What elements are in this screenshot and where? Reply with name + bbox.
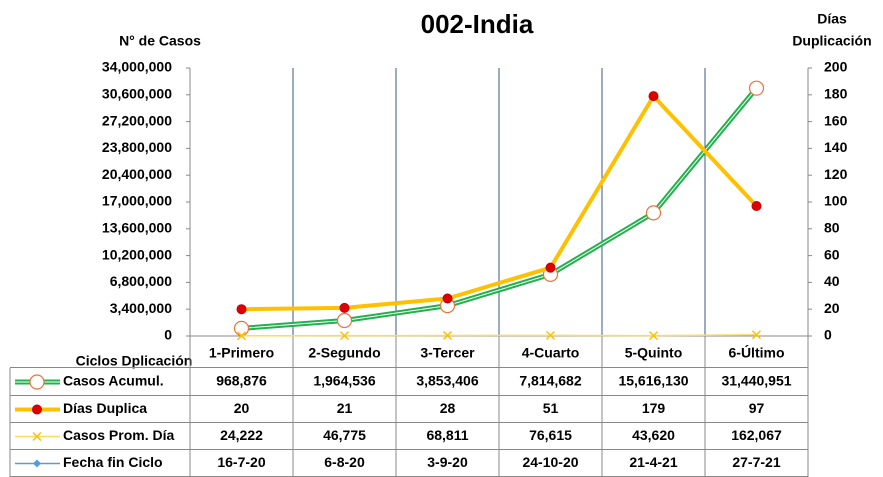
x-tick-label: 2-Segundo [308,345,380,361]
series-marker [236,331,247,341]
table-cell: 24,222 [220,427,263,443]
x-tick-label: 3-Tercer [420,345,475,361]
table-cell: 162,067 [731,427,782,443]
series-marker [645,205,662,221]
legend-marker [32,404,42,415]
table-cell: 43,620 [632,427,675,443]
series-marker [748,80,765,96]
table-cell: 3,853,406 [416,373,478,389]
y2-tick-label: 80 [824,220,840,236]
series-marker [339,302,350,313]
y-tick-label: 34,000,000 [102,59,172,75]
series-marker [233,320,250,336]
y2-tick-label: 120 [824,166,848,182]
series-line [241,333,757,337]
legend-label: Fecha fin Ciclo [63,454,163,470]
series-line [241,94,758,312]
table-cell: 24-10-20 [522,454,578,470]
chart-title: 002-India [421,9,534,39]
table-cell: 31,440,951 [721,373,791,389]
table-cell: 76,615 [529,427,572,443]
table-cell: 16-7-20 [217,454,265,470]
x-tick-label: 1-Primero [209,345,274,361]
y2-tick-label: 200 [824,59,848,75]
series-marker [442,293,453,304]
series-marker [442,330,453,340]
y-tick-label: 27,200,000 [102,112,172,128]
y2-tick-label: 20 [824,300,840,316]
table-cell: 179 [642,400,666,416]
table-cell: 3-9-20 [427,454,468,470]
y-tick-label: 3,400,000 [110,300,172,316]
table-cell: 51 [543,400,559,416]
legend-label: Casos Prom. Día [63,427,174,443]
series-marker [648,91,659,102]
series-marker [339,331,350,341]
table-header: Ciclos Dplicación [76,353,193,369]
legend-marker [29,374,45,390]
table-cell: 15,616,130 [618,373,688,389]
y2-axis-label: Días [817,11,847,27]
y-tick-label: 17,000,000 [102,193,172,209]
table-cell: 7,814,682 [519,373,581,389]
series-marker [751,201,762,212]
series-marker [545,330,556,340]
series-marker [648,331,659,341]
y2-axis-label: Duplicación [792,33,871,49]
y-tick-label: 13,600,000 [102,220,172,236]
table-cell: 1,964,536 [313,373,375,389]
legend-label: Días Duplica [63,400,147,416]
y2-tick-label: 100 [824,193,848,209]
y2-tick-label: 140 [824,139,848,155]
table-cell: 46,775 [323,427,366,443]
legend-marker [32,431,42,442]
y-tick-label: 30,600,000 [102,86,172,102]
y2-tick-label: 180 [824,86,848,102]
y-tick-label: 10,200,000 [102,246,172,262]
table-cell: 20 [234,400,250,416]
x-tick-label: 6-Último [729,344,785,361]
y-tick-label: 0 [164,327,172,343]
legend-marker [33,459,41,468]
table-cell: 21 [337,400,353,416]
series-marker [236,304,247,315]
y2-tick-label: 40 [824,273,840,289]
table-cell: 27-7-21 [732,454,780,470]
table-cell: 28 [440,400,456,416]
series-line-inner [241,87,757,329]
y-tick-label: 23,800,000 [102,139,172,155]
table-cell: 97 [749,400,765,416]
table-cell: 68,811 [426,427,468,443]
legend-label: Casos Acumul. [63,373,164,389]
table-cell: 968,876 [216,373,267,389]
x-tick-label: 5-Quinto [625,345,683,361]
series-marker [336,312,353,329]
y-axis-label: N° de Casos [119,33,201,49]
series-marker [751,330,762,340]
y2-tick-label: 160 [824,112,848,128]
y2-tick-label: 60 [824,246,840,262]
table-cell: 6-8-20 [324,454,365,470]
table-cell: 21-4-21 [629,454,677,470]
y-tick-label: 20,400,000 [102,166,172,182]
series-marker [545,262,556,273]
x-tick-label: 4-Cuarto [522,345,580,361]
y-tick-label: 6,800,000 [110,273,172,289]
y2-tick-label: 0 [824,327,832,343]
